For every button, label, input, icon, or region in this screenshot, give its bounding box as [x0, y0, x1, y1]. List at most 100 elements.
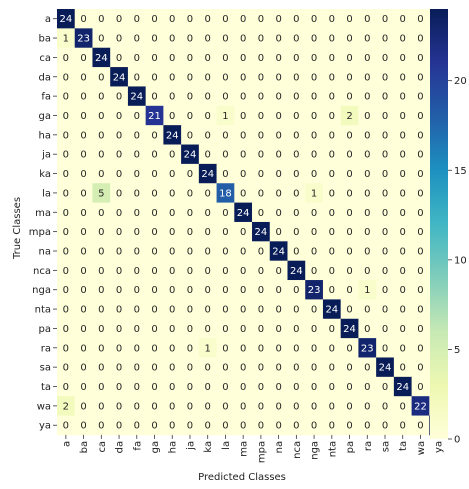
- heatmap-cell: [57, 415, 76, 436]
- heatmap-cell: [127, 221, 147, 242]
- heatmap-cell: [145, 9, 164, 29]
- cell-value-label: 0: [80, 285, 86, 296]
- heatmap-cell: [110, 67, 129, 87]
- heatmap-cell: [340, 202, 359, 223]
- heatmap-cell: [57, 357, 76, 378]
- heatmap-cell: [127, 47, 147, 68]
- x-tick-label: da: [115, 441, 126, 453]
- cell-value-label: 0: [400, 324, 406, 335]
- cell-value-label: 0: [98, 324, 104, 335]
- cell-value-label: 0: [417, 363, 423, 374]
- y-tick-label: ga: [39, 111, 51, 122]
- cell-value-label: 0: [205, 421, 211, 432]
- cell-value-label: 0: [134, 266, 140, 277]
- cell-value-label: 0: [329, 247, 335, 258]
- cell-value-label: 1: [311, 188, 317, 199]
- heatmap-cell: [376, 280, 395, 300]
- heatmap-cell: [57, 28, 76, 49]
- cell-value-label: 0: [134, 227, 140, 238]
- heatmap-cell: [74, 376, 93, 397]
- heatmap-cell: [163, 47, 182, 68]
- heatmap-cell: [358, 47, 377, 68]
- y-tick-label: ba: [39, 34, 51, 45]
- cell-value-label: 0: [240, 324, 246, 335]
- cell-value-label: 0: [382, 188, 388, 199]
- cell-value-label: 0: [417, 111, 423, 122]
- heatmap-cell: [181, 183, 200, 203]
- cell-value-label: 0: [116, 305, 122, 316]
- cell-value-label: 0: [116, 34, 122, 45]
- cell-value-label: 0: [151, 72, 157, 83]
- cell-value-label: 0: [205, 150, 211, 161]
- cell-value-label: 22: [414, 401, 427, 412]
- cell-value-label: 0: [134, 169, 140, 180]
- cell-value-label: 0: [80, 92, 86, 103]
- cell-value-label: 0: [222, 343, 228, 354]
- cell-value-label: 0: [240, 247, 246, 258]
- cell-value-label: 0: [364, 150, 370, 161]
- heatmap-cell: [269, 221, 288, 242]
- cell-value-label: 24: [95, 53, 108, 64]
- cell-value-label: 0: [98, 382, 104, 393]
- heatmap-cell: [393, 28, 412, 49]
- x-tick-label: ta: [398, 441, 409, 451]
- cell-value-label: 0: [293, 72, 299, 83]
- cell-value-label: 0: [116, 53, 122, 64]
- cell-value-label: 0: [80, 130, 86, 141]
- cell-value-label: 0: [275, 150, 281, 161]
- cell-value-label: 0: [205, 188, 211, 199]
- cell-value-label: 0: [258, 130, 264, 141]
- cell-value-label: 0: [169, 188, 175, 199]
- cell-value-label: 2: [63, 401, 69, 412]
- cell-value-label: 0: [134, 53, 140, 64]
- cell-value-label: 0: [169, 34, 175, 45]
- heatmap-cell: [92, 260, 111, 281]
- heatmap-cell: [127, 415, 147, 436]
- heatmap-cell: [393, 67, 412, 87]
- cell-value-label: 0: [205, 34, 211, 45]
- heatmap-cell: [198, 144, 217, 165]
- heatmap-cell: [92, 86, 111, 107]
- cell-value-label: 0: [187, 343, 193, 354]
- cell-value-label: 0: [364, 401, 370, 412]
- heatmap-cell: [216, 318, 235, 339]
- heatmap-cell: [57, 105, 76, 126]
- cell-value-label: 0: [311, 92, 317, 103]
- cell-value-label: 0: [116, 382, 122, 393]
- cell-value-label: 0: [364, 188, 370, 199]
- cell-value-label: 0: [275, 363, 281, 374]
- heatmap-cell: [198, 338, 217, 358]
- cell-value-label: 0: [311, 72, 317, 83]
- cell-value-label: 0: [293, 92, 299, 103]
- cell-value-label: 0: [417, 72, 423, 83]
- y-tick-label: nca: [33, 266, 51, 277]
- cell-value-label: 0: [382, 382, 388, 393]
- cell-value-label: 0: [364, 363, 370, 374]
- cell-value-label: 0: [116, 401, 122, 412]
- heatmap-cell: [287, 318, 306, 339]
- heatmap-cell: [198, 299, 217, 320]
- heatmap-cell: [269, 396, 288, 416]
- heatmap-cell: [287, 260, 306, 281]
- heatmap-cell: [376, 221, 395, 242]
- heatmap-cell: [198, 280, 217, 300]
- heatmap-cell: [234, 67, 253, 87]
- heatmap-cell: [269, 260, 288, 281]
- heatmap-cell: [269, 357, 288, 378]
- heatmap-cell: [287, 396, 306, 416]
- cell-value-label: 0: [205, 401, 211, 412]
- heatmap-cell: [322, 318, 342, 339]
- heatmap-cell: [411, 28, 430, 49]
- heatmap-cell: [127, 396, 147, 416]
- cell-value-label: 0: [364, 130, 370, 141]
- heatmap-cell: [252, 202, 271, 223]
- cell-value-label: 0: [80, 150, 86, 161]
- heatmap-cell: [163, 260, 182, 281]
- cell-value-label: 0: [222, 34, 228, 45]
- cell-value-label: 0: [240, 169, 246, 180]
- heatmap-cell: [92, 28, 111, 49]
- cell-value-label: 0: [364, 14, 370, 25]
- cell-value-label: 1: [222, 111, 228, 122]
- cell-value-label: 24: [290, 266, 303, 277]
